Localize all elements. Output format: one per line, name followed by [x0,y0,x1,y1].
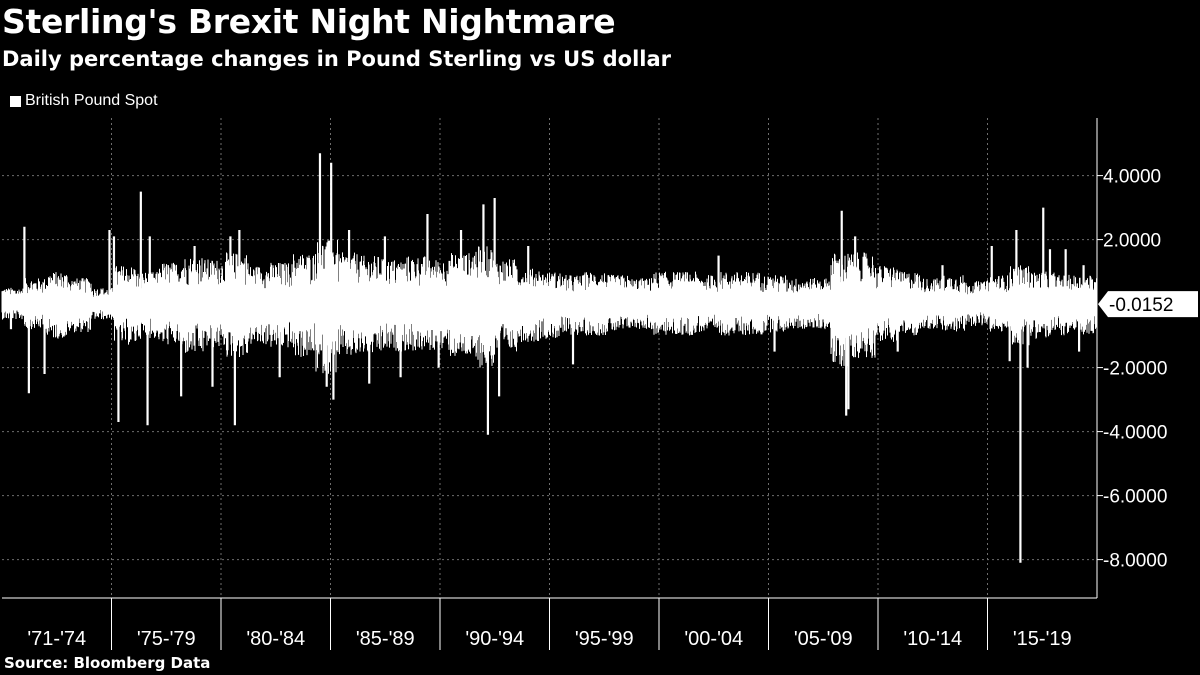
x-category-label: '71-'74 [27,628,86,650]
x-category-label: '80-'84 [246,628,305,650]
y-tick-label: -2.0000 [1103,359,1167,380]
x-category-label: '10-'14 [903,628,962,650]
last-value-flag [1098,291,1198,318]
x-category-label: '90-'94 [465,628,524,650]
chart-title: Sterling's Brexit Night Nightmare [2,2,616,41]
legend: British Pound Spot [10,90,158,112]
source-note: Source: Bloomberg Data [4,654,211,672]
chart-subtitle: Daily percentage changes in Pound Sterli… [2,47,672,71]
legend-label: British Pound Spot [25,92,158,109]
x-category-label: '85-'89 [356,628,415,650]
x-category-label: '05-'09 [794,628,853,650]
legend-swatch [10,95,21,107]
x-category-label: '95-'99 [575,628,634,650]
y-tick-label: -4.0000 [1103,423,1167,444]
y-tick-label: 4.0000 [1103,167,1161,188]
y-tick-label: 2.0000 [1103,231,1161,252]
y-tick-label: -6.0000 [1103,487,1167,508]
x-category-label: '15-'19 [1013,628,1072,650]
series-british-pound-spot [1,240,1097,374]
last-value-label: -0.0152 [1109,295,1173,316]
x-category-label: '75-'79 [137,628,196,650]
x-category-label: '00-'04 [684,628,743,650]
y-tick-label: -8.0000 [1103,551,1167,572]
